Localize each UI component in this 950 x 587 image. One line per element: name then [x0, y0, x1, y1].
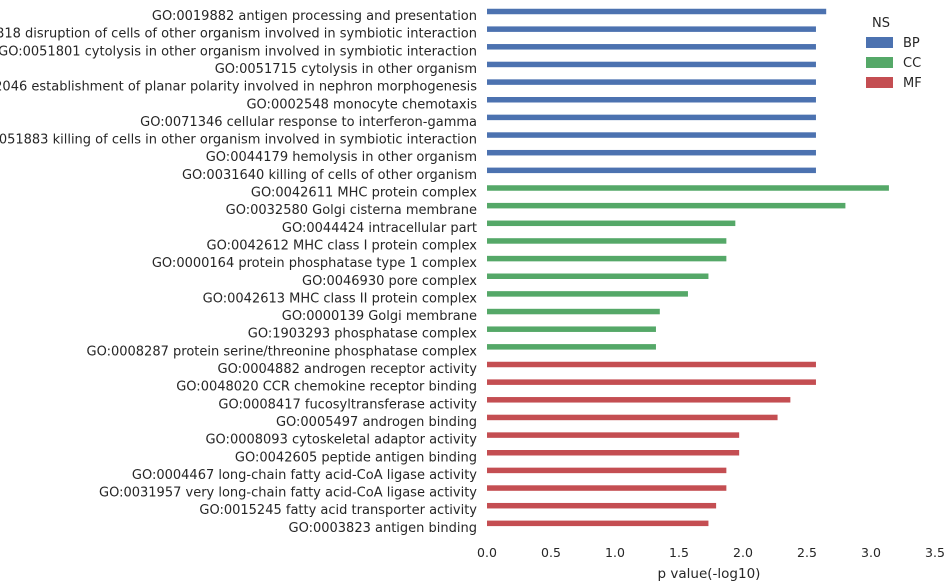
legend-swatch-mf	[866, 77, 893, 88]
x-tick-label: 2.5	[797, 545, 817, 560]
bar-cc	[487, 202, 846, 209]
bar-cc	[487, 238, 727, 244]
category-label: GO:0015245 fatty acid transporter activi…	[199, 503, 477, 518]
bar-mf	[487, 450, 740, 456]
bar-cc	[487, 273, 709, 279]
bar-mf	[487, 432, 740, 438]
x-tick-label: 0.5	[541, 545, 561, 560]
category-label: GO:0051801 cytolysis in other organism i…	[0, 44, 477, 59]
x-tick-label: 3.0	[861, 545, 881, 560]
x-tick-label: 3.5	[925, 545, 945, 560]
category-label: GO:0019882 antigen processing and presen…	[152, 9, 477, 24]
category-label: GO:0032580 Golgi cisterna membrane	[226, 203, 477, 218]
category-label: GO:0044179 hemolysis in other organism	[206, 150, 477, 165]
bars-group	[487, 8, 889, 527]
category-label: GO:0051818 disruption of cells of other …	[0, 27, 477, 42]
bar-cc	[487, 291, 688, 297]
category-label: GO:0008417 fucosyltransferase activity	[218, 397, 477, 412]
category-label: GO:0042613 MHC class II protein complex	[203, 291, 478, 306]
category-label: GO:0000139 Golgi membrane	[282, 309, 477, 324]
category-label: GO:0051715 cytolysis in other organism	[215, 62, 477, 77]
bar-mf	[487, 467, 727, 474]
category-label: GO:0072046 establishment of planar polar…	[0, 80, 477, 95]
category-label: GO:0044424 intracellular part	[282, 221, 477, 236]
x-tick-label: 1.0	[605, 545, 625, 560]
category-label: GO:0031640 killing of cells of other org…	[182, 168, 477, 183]
bar-cc	[487, 255, 727, 262]
legend-label-mf: MF	[903, 76, 922, 91]
category-label: GO:0003823 antigen binding	[289, 521, 477, 536]
category-label: GO:0051883 killing of cells in other org…	[0, 133, 477, 148]
category-label: GO:0000164 protein phosphatase type 1 co…	[152, 256, 477, 271]
bar-mf	[487, 397, 791, 403]
x-axis-label: p value(-log10)	[658, 566, 761, 582]
category-label: GO:0042605 peptide antigen binding	[235, 450, 477, 465]
category-label: GO:0042611 MHC protein complex	[251, 186, 477, 201]
legend-title: NS	[872, 16, 890, 31]
x-tick-label: 0.0	[477, 545, 497, 560]
bar-bp	[487, 97, 816, 103]
bar-mf	[487, 502, 717, 509]
bar-cc	[487, 326, 656, 332]
category-label: GO:0031957 very long-chain fatty acid-Co…	[99, 486, 477, 501]
category-label: GO:0005497 androgen binding	[276, 415, 477, 430]
bar-bp	[487, 149, 816, 156]
legend-swatch-bp	[866, 37, 893, 48]
bar-bp	[487, 61, 816, 68]
x-tick-label: 2.0	[733, 545, 753, 560]
bar-bp	[487, 44, 816, 50]
x-axis-ticks-group: 0.0 0.5 1.0 1.5 2.0 2.5 3.0 3.5	[477, 545, 945, 560]
legend-label-cc: CC	[903, 56, 921, 71]
legend-label-bp: BP	[903, 36, 920, 51]
bar-bp	[487, 132, 816, 138]
legend-swatch-cc	[866, 57, 893, 68]
category-label: GO:0042612 MHC class I protein complex	[207, 238, 478, 253]
category-label: GO:0008287 protein serine/threonine phos…	[87, 344, 478, 359]
category-label: GO:0048020 CCR chemokine receptor bindin…	[176, 380, 477, 395]
category-label: GO:0004882 androgen receptor activity	[218, 362, 478, 377]
bar-mf	[487, 361, 816, 368]
category-labels-group: GO:0019882 antigen processing and presen…	[0, 9, 477, 536]
category-label: GO:1903293 phosphatase complex	[248, 327, 478, 342]
bar-cc	[487, 308, 660, 315]
bar-mf	[487, 485, 727, 491]
bar-bp	[487, 167, 816, 174]
bar-cc	[487, 220, 736, 227]
category-label: GO:0071346 cellular response to interfer…	[140, 115, 477, 130]
category-label: GO:0004467 long-chain fatty acid-CoA lig…	[132, 468, 477, 483]
category-label: GO:0008093 cytoskeletal adaptor activity	[205, 433, 477, 448]
x-tick-label: 1.5	[669, 545, 689, 560]
bar-mf	[487, 520, 709, 527]
bar-cc	[487, 185, 889, 191]
bar-mf	[487, 414, 778, 421]
category-label: GO:0046930 pore complex	[302, 274, 477, 289]
bar-mf	[487, 379, 816, 385]
bar-bp	[487, 8, 827, 15]
category-label: GO:0002548 monocyte chemotaxis	[246, 97, 477, 112]
bar-bp	[487, 79, 816, 85]
legend: NS BP CC MF	[866, 16, 922, 91]
bar-bp	[487, 114, 816, 121]
bar-cc	[487, 344, 656, 350]
bar-bp	[487, 26, 816, 32]
